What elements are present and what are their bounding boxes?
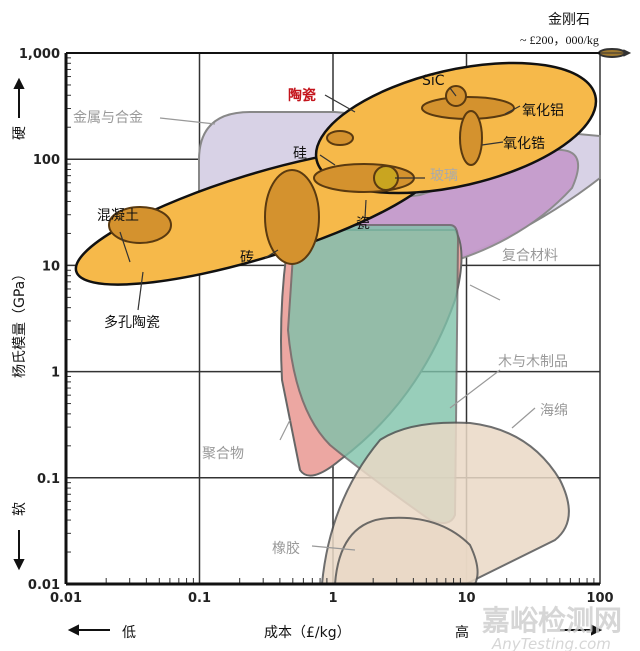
leader-lines bbox=[119, 87, 536, 551]
region-zirconia bbox=[459, 110, 483, 166]
x-tick-label: 10 bbox=[457, 591, 475, 606]
watermark: 嘉峪检测网 AnyTesting.com bbox=[482, 604, 622, 651]
x-axis-label: 成本（£/kg） bbox=[264, 625, 351, 641]
regions bbox=[74, 48, 626, 585]
diamond-arrow-icon bbox=[600, 49, 632, 57]
arrow-down-icon bbox=[13, 530, 25, 571]
label-wood: 木与木制品 bbox=[498, 354, 568, 370]
x-high-label: 高 bbox=[455, 624, 469, 641]
label-ceramics: 陶瓷 bbox=[288, 87, 316, 104]
label-porous-ceramics: 多孔陶瓷 bbox=[104, 314, 160, 331]
region-glass bbox=[373, 165, 399, 191]
label-metals: 金属与合金 bbox=[73, 110, 143, 126]
label-diamond-price: ~ £200，000/kg bbox=[520, 33, 599, 47]
y-tick-label: 0.1 bbox=[37, 472, 60, 487]
region-brick bbox=[264, 169, 320, 265]
label-polymers: 聚合物 bbox=[202, 446, 244, 462]
axes: 0.01 0.1 1 10 100 0.01 0.1 1 10 100 1,000 bbox=[19, 47, 614, 606]
arrow-left-icon bbox=[67, 624, 110, 636]
region-labels: 陶瓷 金属与合金 复合材料 木与木制品 聚合物 海绵 橡胶 多孔陶瓷 混凝土 砖… bbox=[73, 12, 599, 557]
region-ceramics bbox=[314, 61, 598, 195]
y-low-label: 软 bbox=[12, 502, 28, 516]
y-tick-label: 1,000 bbox=[19, 47, 60, 62]
label-concrete: 混凝土 bbox=[97, 208, 139, 224]
region-rubber bbox=[333, 516, 479, 585]
label-alumina: 氧化铝 bbox=[522, 103, 564, 119]
y-axis-label: 杨氏模量（GPa） bbox=[12, 267, 28, 378]
y-high-label: 硬 bbox=[12, 126, 28, 140]
label-porcelain: 瓷 bbox=[356, 216, 370, 232]
label-silicon: 硅 bbox=[293, 146, 307, 162]
label-foams: 海绵 bbox=[540, 402, 568, 419]
label-composites: 复合材料 bbox=[502, 247, 558, 264]
label-sic: SiC bbox=[422, 73, 445, 89]
y-tick-label: 10 bbox=[42, 259, 60, 274]
region-silicon bbox=[326, 130, 354, 146]
label-diamond: 金刚石 bbox=[548, 12, 590, 28]
watermark-cn: 嘉峪检测网 bbox=[482, 604, 622, 637]
y-tick-label: 100 bbox=[33, 153, 60, 168]
axis-labels: 成本（£/kg） 低 高 杨氏模量（GPa） 硬 软 bbox=[12, 49, 632, 641]
label-brick: 砖 bbox=[240, 250, 254, 266]
x-tick-label: 100 bbox=[586, 591, 613, 606]
label-rubber: 橡胶 bbox=[272, 540, 300, 557]
label-zirconia: 氧化锆 bbox=[503, 136, 545, 152]
watermark-en: AnyTesting.com bbox=[491, 635, 611, 651]
label-glass: 玻璃 bbox=[430, 167, 458, 184]
x-low-label: 低 bbox=[122, 625, 136, 641]
x-tick-label: 0.01 bbox=[50, 591, 82, 606]
region-concrete bbox=[108, 206, 172, 244]
arrow-right-icon bbox=[560, 624, 603, 636]
arrow-up-icon bbox=[13, 77, 25, 118]
x-tick-label: 0.1 bbox=[188, 591, 211, 606]
y-tick-label: 0.01 bbox=[28, 578, 60, 593]
y-tick-label: 1 bbox=[51, 366, 60, 381]
x-tick-label: 1 bbox=[328, 591, 337, 606]
